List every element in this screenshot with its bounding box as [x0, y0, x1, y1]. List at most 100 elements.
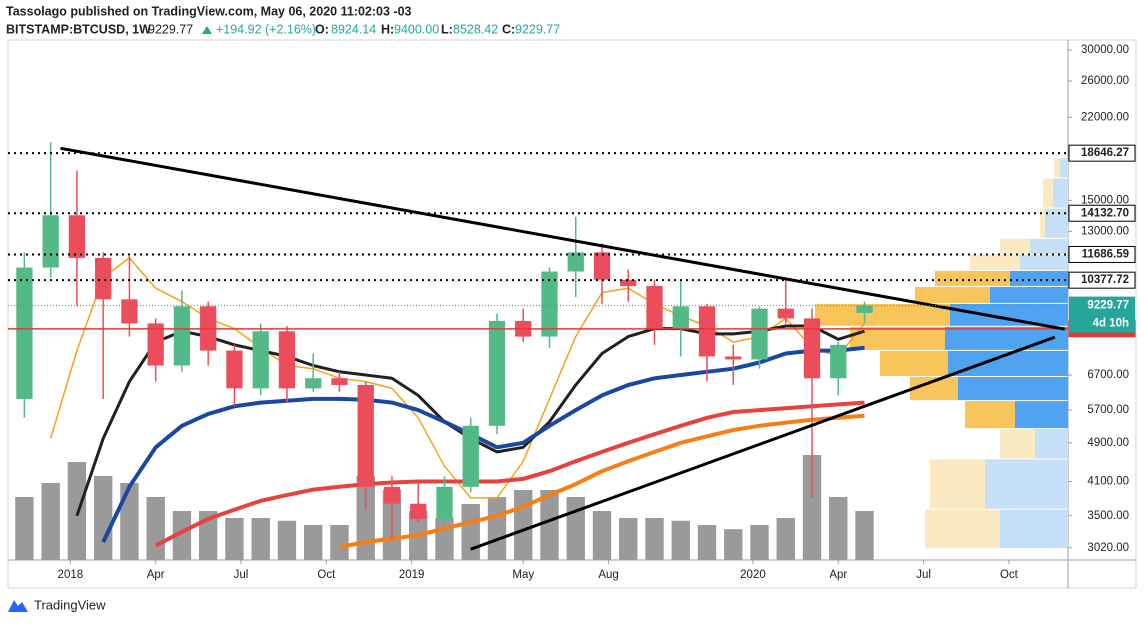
candle-body	[16, 267, 33, 399]
candle-body	[830, 344, 847, 379]
level-label: 14132.70	[1081, 207, 1129, 219]
low-key: L:	[441, 22, 453, 36]
y-tick-label: 22000.00	[1081, 111, 1129, 123]
candle-body	[462, 425, 479, 487]
volume-bar	[356, 476, 375, 560]
x-tick-label: 2018	[58, 569, 84, 581]
candle-body	[305, 378, 322, 389]
moving-average	[154, 400, 865, 548]
x-tick-label: 2020	[740, 569, 766, 581]
y-tick-label: 4100.00	[1087, 476, 1129, 488]
volume-bar	[146, 497, 165, 560]
volume-bar	[225, 518, 244, 560]
x-tick-label: Oct	[317, 569, 336, 581]
profile-down	[1000, 238, 1030, 254]
x-tick-label: Jul	[916, 569, 931, 581]
volume-bar	[724, 529, 743, 560]
moving-average	[339, 413, 865, 549]
high-key: H:	[381, 22, 394, 36]
candle-body	[856, 305, 873, 313]
volume-bar	[592, 511, 612, 560]
y-tick-label: 30000.00	[1081, 44, 1129, 56]
candle-body	[95, 257, 112, 300]
volume-bar	[619, 518, 638, 560]
volume-bar	[277, 520, 297, 560]
volume-bar	[750, 525, 769, 560]
candle-body	[777, 308, 794, 319]
x-tick-label: Aug	[598, 569, 618, 581]
candle-body	[147, 323, 164, 366]
profile-up	[1053, 178, 1068, 208]
volume-bar	[802, 455, 822, 560]
profile-up	[1000, 509, 1068, 549]
level-label: 10377.72	[1081, 274, 1129, 286]
volume-bar	[487, 497, 507, 560]
candle-body	[278, 331, 296, 389]
profile-up	[990, 286, 1068, 303]
volume-bar	[330, 525, 349, 560]
profile-up	[985, 459, 1068, 509]
candle-body	[593, 252, 611, 280]
symbol-line: BITSTAMP:BTCUSD, 1W 9229.77 +194.92 (+2.…	[6, 22, 560, 36]
y-tick-label: 6700.00	[1087, 369, 1129, 381]
y-tick-label: 5700.00	[1087, 404, 1129, 416]
candle-body	[620, 279, 637, 287]
volume-bar	[697, 525, 717, 560]
candle-body	[646, 286, 663, 329]
candle-body	[173, 306, 191, 366]
profile-up	[958, 376, 1068, 401]
candle-body	[567, 252, 584, 272]
volume-bar	[855, 511, 874, 560]
candle-body	[672, 306, 689, 329]
y-tick-label: 15000.00	[1081, 194, 1129, 206]
candle-body	[226, 350, 243, 389]
candle-body	[252, 331, 269, 389]
y-tick-label: 3020.00	[1087, 542, 1129, 554]
volume-bar	[829, 497, 848, 560]
x-tick-label: 2019	[399, 569, 425, 581]
candle-body	[541, 271, 558, 337]
profile-down	[930, 459, 985, 509]
last-price-label: 9229.77	[1087, 300, 1129, 312]
volume-bar	[172, 511, 192, 560]
profile-down	[1043, 178, 1053, 208]
high-value: 9400.00	[394, 22, 439, 36]
x-tick-label: Apr	[829, 569, 847, 581]
y-tick-label: 26000.00	[1081, 75, 1129, 87]
level-label-box	[1068, 204, 1136, 222]
profile-down	[910, 376, 958, 401]
level-label: 11686.59	[1082, 248, 1129, 260]
volume-bar	[93, 476, 113, 560]
brand-text: TradingView	[34, 597, 106, 612]
profile-down	[1054, 158, 1060, 178]
volume-bar	[251, 518, 270, 560]
y-tick-label: 13000.00	[1081, 225, 1129, 237]
volume-bar	[645, 518, 664, 560]
candle-body	[121, 299, 138, 324]
profile-down	[880, 350, 948, 376]
candle-body	[488, 320, 506, 426]
volume-bar	[540, 490, 559, 560]
volume-bar	[776, 518, 795, 560]
level-label-box	[1068, 144, 1136, 162]
candle-body	[331, 378, 348, 385]
volume-bar	[671, 520, 690, 560]
profile-down	[1040, 208, 1045, 238]
profile-up	[1020, 254, 1068, 270]
profile-down	[935, 270, 1010, 286]
profile-down	[850, 326, 945, 350]
profile-down	[925, 509, 1000, 549]
candle-body	[42, 215, 59, 268]
up-arrow	[202, 26, 212, 34]
low-value: 8528.42	[453, 22, 498, 36]
last-price: 9229.77	[148, 22, 193, 36]
candle-body	[803, 318, 821, 379]
chart-frame	[7, 39, 1137, 589]
candle-body	[410, 503, 427, 519]
candle-body	[751, 308, 768, 360]
level-label-box	[1068, 271, 1136, 289]
profile-up	[1060, 158, 1068, 178]
open-value: 8924.14	[331, 22, 376, 36]
